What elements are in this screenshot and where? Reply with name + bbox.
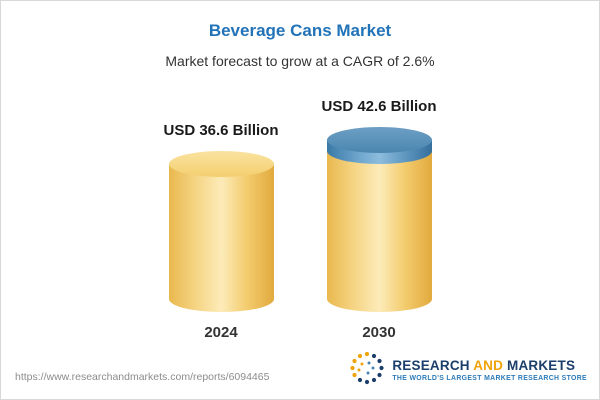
report-url: https://www.researchandmarkets.com/repor… xyxy=(15,371,270,383)
cylinder-top-2024 xyxy=(168,151,274,177)
bar-group-2024: USD 36.6 Billion 2024 xyxy=(163,122,279,341)
category-label-2030: 2030 xyxy=(362,324,396,341)
chart-title: Beverage Cans Market xyxy=(208,21,392,40)
cylinder-bar-2030 xyxy=(326,127,432,312)
logo-globe-icon xyxy=(349,350,385,391)
logo-wordmark: RESEARCH AND MARKETS xyxy=(392,357,576,373)
research-and-markets-logo: RESEARCH AND MARKETS THE WORLD'S LARGEST… xyxy=(349,350,587,391)
value-label-2030: USD 42.6 Billion xyxy=(321,98,437,115)
bar-group-2030: USD 42.6 Billion 2030 xyxy=(321,98,437,341)
chart-header: Beverage Cans Market Market forecast to … xyxy=(1,1,599,69)
chart-subtitle: Market forecast to grow at a CAGR of 2.6… xyxy=(165,53,435,69)
cylinder-bar-2024 xyxy=(168,151,274,312)
category-label-2024: 2024 xyxy=(204,324,238,341)
logo-tagline: THE WORLD'S LARGEST MARKET RESEARCH STOR… xyxy=(392,375,587,383)
logo-text: RESEARCH AND MARKETS THE WORLD'S LARGEST… xyxy=(392,357,587,383)
value-label-2024: USD 36.6 Billion xyxy=(163,122,279,139)
cylinder-top-2030 xyxy=(326,127,432,153)
bar-chart: USD 36.6 Billion 2024 USD 42.6 Billion 2… xyxy=(1,86,599,341)
footer: https://www.researchandmarkets.com/repor… xyxy=(15,350,587,391)
